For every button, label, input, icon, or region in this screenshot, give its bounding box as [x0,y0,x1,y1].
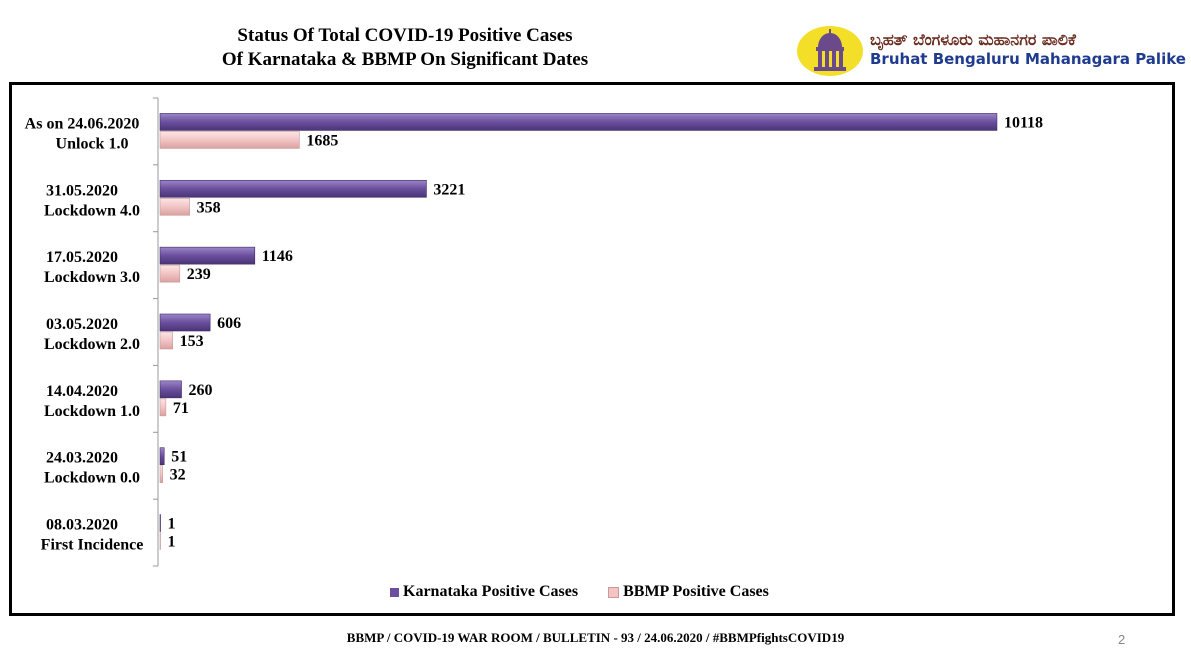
bbmp-bar [159,331,173,350]
karnataka-value-label: 3221 [433,181,465,198]
category-date-label: 14.04.2020 [46,383,118,400]
category-date-label: 17.05.2020 [46,249,118,266]
title-line-2: Of Karnataka & BBMP On Significant Dates [221,49,589,70]
karnataka-bar [159,113,998,131]
bbmp-value-label: 239 [187,266,211,283]
karnataka-value-label: 1 [168,516,176,533]
logo-kannada-text: ಬೃಹತ್ ಬೆಂಗಳೂರು ಮಹಾನಗರ ಪಾಲಿಕೆ [870,30,1076,49]
karnataka-bar [159,179,427,198]
category-phase-label: Lockdown 2.0 [44,336,140,353]
page-number: 2 [1118,632,1126,647]
bbmp-value-label: 32 [170,467,186,484]
bbmp-value-label: 71 [173,400,189,417]
title-line-1: Status Of Total COVID-19 Positive Cases [237,25,573,46]
bbmp-bar [159,197,190,216]
bbmp-bar [159,465,163,484]
bbmp-bar [159,532,161,550]
category-date-label: 08.03.2020 [46,517,118,534]
bbmp-bar [159,131,300,149]
category-date-label: 24.03.2020 [46,450,118,467]
bbmp-logo: ಬೃಹತ್ ಬೆಂಗಳೂರು ಮಹಾನಗರ ಪಾಲಿಕೆ Bruhat Beng… [797,26,1186,78]
karnataka-value-label: 51 [171,449,187,466]
legend-label-bbmp: BBMP Positive Cases [623,583,769,600]
category-date-label: 03.05.2020 [46,316,118,333]
legend-label-karnataka: Karnataka Positive Cases [403,583,579,600]
karnataka-bar [159,313,211,332]
bbmp-emblem-icon [797,26,863,76]
karnataka-value-label: 260 [189,382,213,399]
category-phase-label: Lockdown 3.0 [44,269,140,286]
category-phase-label: Lockdown 4.0 [44,202,140,219]
legend-item-bbmp: BBMP Positive Cases [608,583,769,601]
karnataka-bar [159,514,161,532]
karnataka-value-label: 1146 [262,248,293,265]
category-phase-label: First Incidence [41,537,144,554]
category-date-label: 31.05.2020 [46,182,118,199]
chart-title: Status Of Total COVID-19 Positive Cases … [190,24,620,72]
karnataka-value-label: 606 [217,315,241,332]
bbmp-value-label: 1685 [306,132,338,149]
chart-legend: Karnataka Positive Cases BBMP Positive C… [390,583,769,601]
bbmp-bar [159,264,181,283]
category-phase-label: Unlock 1.0 [56,135,129,152]
category-date-label: As on 24.06.2020 [25,115,140,132]
logo-english-text: Bruhat Bengaluru Mahanagara Palike [870,50,1186,68]
bbmp-value-label: 1 [168,534,176,551]
karnataka-bar [159,447,165,466]
karnataka-bar [159,246,256,265]
karnataka-value-label: 10118 [1004,114,1043,131]
karnataka-bar [159,380,182,399]
legend-swatch-bbmp [608,586,620,598]
bbmp-value-label: 153 [180,333,204,350]
legend-item-karnataka: Karnataka Positive Cases [390,583,578,601]
bulletin-footer: BBMP / COVID-19 WAR ROOM / BULLETIN - 93… [346,630,845,645]
bbmp-bar [159,398,167,417]
chart-frame [9,82,1175,616]
category-phase-label: Lockdown 1.0 [44,403,140,420]
category-phase-label: Lockdown 0.0 [44,470,140,487]
legend-swatch-karnataka [390,587,399,597]
bbmp-value-label: 358 [197,199,221,216]
